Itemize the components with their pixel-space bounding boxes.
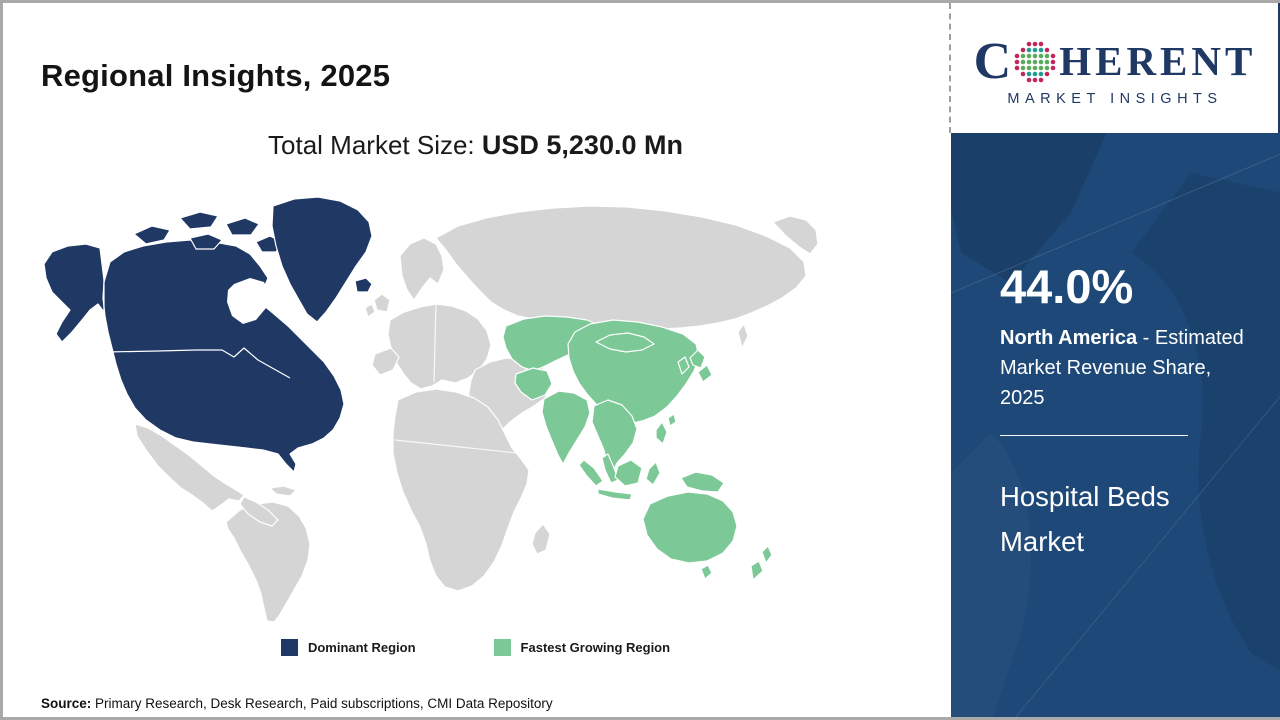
sidebar-divider-line [1000,434,1188,436]
region-arctic-islands [189,233,223,250]
legend-swatch-dominant [280,639,298,656]
source-label: Source: [41,696,92,711]
region-sumatra [578,459,604,487]
source-text: Primary Research, Desk Research, Paid su… [91,696,553,711]
region-iberia [371,347,400,376]
legend-swatch-fastest [493,639,511,656]
legend-item-dominant: Dominant Region [280,639,416,656]
sidebar: 44.0% North America - Estimated Market R… [951,133,1280,717]
region-uk [373,293,391,313]
region-afghanistan-pakistan [514,367,553,401]
country-borders-asia [551,332,655,389]
region-iceland [354,277,373,293]
region-korea [677,356,690,375]
legend-item-fastest: Fastest Growing Region [493,639,671,656]
region-new-zealand [761,545,773,564]
region-alaska [43,243,105,343]
region-russia [435,205,807,330]
logo-letter-c: C [973,32,1012,90]
dashed-divider [949,3,951,133]
logo-letters-herent: HERENT [1059,38,1257,84]
region-arctic-islands [133,225,171,245]
region-scandinavia [399,237,445,301]
region-australia [642,491,738,564]
region-borneo [614,459,643,487]
total-market-size: Total Market Size: USD 5,230.0 Mn [3,130,948,161]
region-new-guinea [680,471,725,493]
region-tasmania [700,564,713,580]
country-borders-north-america [103,250,291,379]
region-china-mongolia [567,319,700,425]
market-share-description: North America - Estimated Market Revenue… [1000,323,1260,413]
market-share-region: North America [1000,326,1138,349]
region-africa [392,388,530,592]
region-japan [697,364,713,383]
region-russia-far-east [772,215,819,255]
legend-label-fastest: Fastest Growing Region [520,640,671,655]
legend: Dominant Region Fastest Growing Region [3,639,948,656]
hudson-bay [227,278,270,324]
world-map [38,191,848,623]
page-title: Regional Insights, 2025 [41,57,391,93]
region-india [541,390,591,465]
source-note: Source: Primary Research, Desk Research,… [41,696,553,711]
legend-label-dominant: Dominant Region [307,640,416,655]
region-north-america [43,196,373,473]
region-indochina [591,399,638,474]
region-japan [689,349,706,369]
brand-logo: C HERENT MARKET INSIGHTS [952,3,1278,133]
region-caribbean [269,485,297,497]
region-madagascar [531,523,551,555]
region-arctic-islands [179,211,219,230]
region-canada-usa [102,239,345,473]
world-map-svg [43,196,819,623]
region-malay-peninsula [601,453,619,484]
market-share-desc-text: - Estimated Market Revenue Share, 2025 [1000,326,1244,409]
sidebar-content: 44.0% North America - Estimated Market R… [951,133,1280,564]
total-market-size-value: USD 5,230.0 Mn [481,130,683,160]
region-java [597,488,633,501]
logo-subtitle: MARKET INSIGHTS [1007,90,1223,107]
region-sulawesi [645,461,661,486]
market-name: Hospital Beds Market [1000,480,1170,558]
region-sakhalin [737,323,749,349]
region-south-america [225,501,311,623]
dot-globe-icon [1014,41,1056,82]
region-philippines [655,421,668,445]
sidebar-map-texture [951,133,1280,717]
total-market-size-label: Total Market Size: [268,130,482,160]
region-mexico [134,423,245,512]
region-ireland [364,303,376,318]
brand-logo-wordmark: C HERENT [973,32,1257,90]
region-taiwan [667,413,677,427]
region-arctic-islands [225,217,260,236]
region-new-zealand [750,560,764,581]
market-share-value: 44.0% [1000,260,1134,313]
region-asia-pacific [502,315,773,581]
region-central-america [239,496,279,527]
region-greenland [271,196,373,323]
